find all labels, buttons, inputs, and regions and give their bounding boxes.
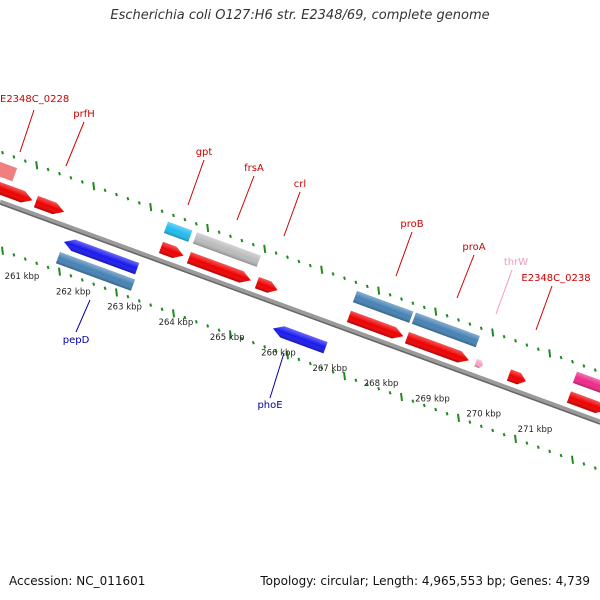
scale-label: 268 kbp (364, 379, 399, 389)
gene-pepd-arrow-shade (63, 239, 140, 275)
scale-label: 264 kbp (159, 318, 194, 328)
forward-strand-genes (0, 157, 18, 182)
leader-line (495, 269, 513, 315)
scale-label: 269 kbp (415, 394, 450, 404)
gene-e2348c-0228-arrow-shade (0, 180, 33, 203)
leader-line (187, 159, 205, 206)
leader-line (535, 285, 553, 331)
gene-gpt-arrow[interactable] (158, 241, 186, 262)
gene-label[interactable]: E2348C_0238 (521, 273, 590, 284)
gene-proa-box-shade (411, 312, 480, 348)
leader-line (65, 121, 85, 167)
scale-label: 262 kbp (56, 287, 91, 297)
gene-pepd-arrow[interactable] (62, 236, 140, 275)
leader-line (456, 254, 475, 299)
accession-label: Accession: NC_011601 (9, 574, 146, 588)
backbone-shadow (0, 203, 600, 425)
gene-e2348c-0238-arrow-shade (506, 369, 526, 385)
gene-prob-box[interactable] (352, 290, 414, 323)
leader-line (19, 109, 35, 153)
gene-crl-arrow-shade (254, 276, 278, 293)
gene-e2348c-0228-arrow[interactable] (0, 180, 34, 206)
scale-label: 263 kbp (107, 303, 142, 313)
gene-prfh-arrow-shade (33, 195, 65, 215)
scale-label: 261 kbp (5, 272, 40, 282)
gene-next-magenta-box-shade (572, 371, 600, 397)
gene-prob-arrow-shade (346, 310, 404, 339)
scale-labels: 261 kbp 262 kbp 263 kbp 264 kbp 265 kbp 266 k… (5, 272, 553, 435)
leader-line (395, 231, 413, 277)
gene-gpt-box[interactable] (163, 221, 193, 242)
gene-frsa-arrow-shade (186, 252, 251, 283)
gene-pepd-box-shade (55, 252, 136, 291)
gene-gpt-arrow-shade (158, 241, 184, 258)
gene-label[interactable]: prfH (73, 109, 95, 120)
topology-summary: Topology: circular; Length: 4,965,553 bp… (260, 574, 590, 588)
gene-e2348c-0238-arrow[interactable] (506, 369, 528, 386)
leader-line (236, 175, 255, 221)
gene-phoe-arrow[interactable] (271, 323, 328, 354)
gene-prfh-arrow[interactable] (33, 195, 66, 218)
gene-proa-arrow-shade (404, 331, 469, 363)
lower-tick-row (1, 246, 597, 470)
scale-label: 267 kbp (312, 364, 347, 374)
gene-label[interactable]: crl (294, 179, 306, 190)
gene-prfh-box[interactable] (0, 157, 18, 182)
leader-line (75, 299, 91, 333)
map-title: Escherichia coli O127:H6 str. E2348/69, … (110, 8, 490, 23)
gene-phoe-arrow-shade (272, 326, 328, 354)
scale-label: 270 kbp (466, 410, 501, 420)
upper-tick-row (1, 150, 597, 372)
gene-thrw-arrow-shade (474, 358, 484, 369)
gene-frsa-arrow[interactable] (186, 252, 253, 286)
gene-prob-box-shade (352, 290, 414, 323)
gene-frsa-box-shade (192, 232, 261, 267)
backbone (0, 199, 600, 425)
leader-line (269, 352, 285, 399)
gene-crl-arrow[interactable] (254, 276, 280, 296)
gene-proa-arrow[interactable] (404, 331, 471, 366)
gene-label[interactable]: thrW (504, 257, 528, 268)
gene-label[interactable]: phoE (257, 400, 282, 411)
gene-pepd-box[interactable] (55, 252, 136, 291)
gene-label[interactable]: gpt (196, 147, 213, 158)
gene-label[interactable]: frsA (244, 163, 264, 174)
scale-label: 271 kbp (518, 425, 553, 435)
gene-features (0, 180, 600, 416)
gene-next-red-arrow-shade (566, 391, 600, 413)
scale-label: 265 kbp (210, 333, 245, 343)
gene-label[interactable]: proB (400, 219, 423, 230)
gene-label[interactable]: E2348C_0228 (0, 94, 69, 105)
gene-next-magenta-box[interactable] (572, 371, 600, 397)
gene-gpt-box-shade (163, 221, 193, 242)
gene-labels: E2348C_0228 prfH gpt frsA crl proB proA thrW E23… (0, 94, 591, 411)
gene-label[interactable]: proA (462, 242, 485, 253)
leader-line (283, 191, 301, 237)
scale-label: 266 kbp (261, 349, 296, 359)
gene-proa-box[interactable] (411, 312, 480, 348)
gene-next-red-arrow[interactable] (566, 391, 600, 416)
gene-frsa-box[interactable] (192, 232, 261, 267)
gene-prob-arrow[interactable] (346, 310, 406, 342)
gene-thrw-arrow[interactable] (474, 358, 484, 369)
gene-label[interactable]: pepD (63, 335, 90, 346)
